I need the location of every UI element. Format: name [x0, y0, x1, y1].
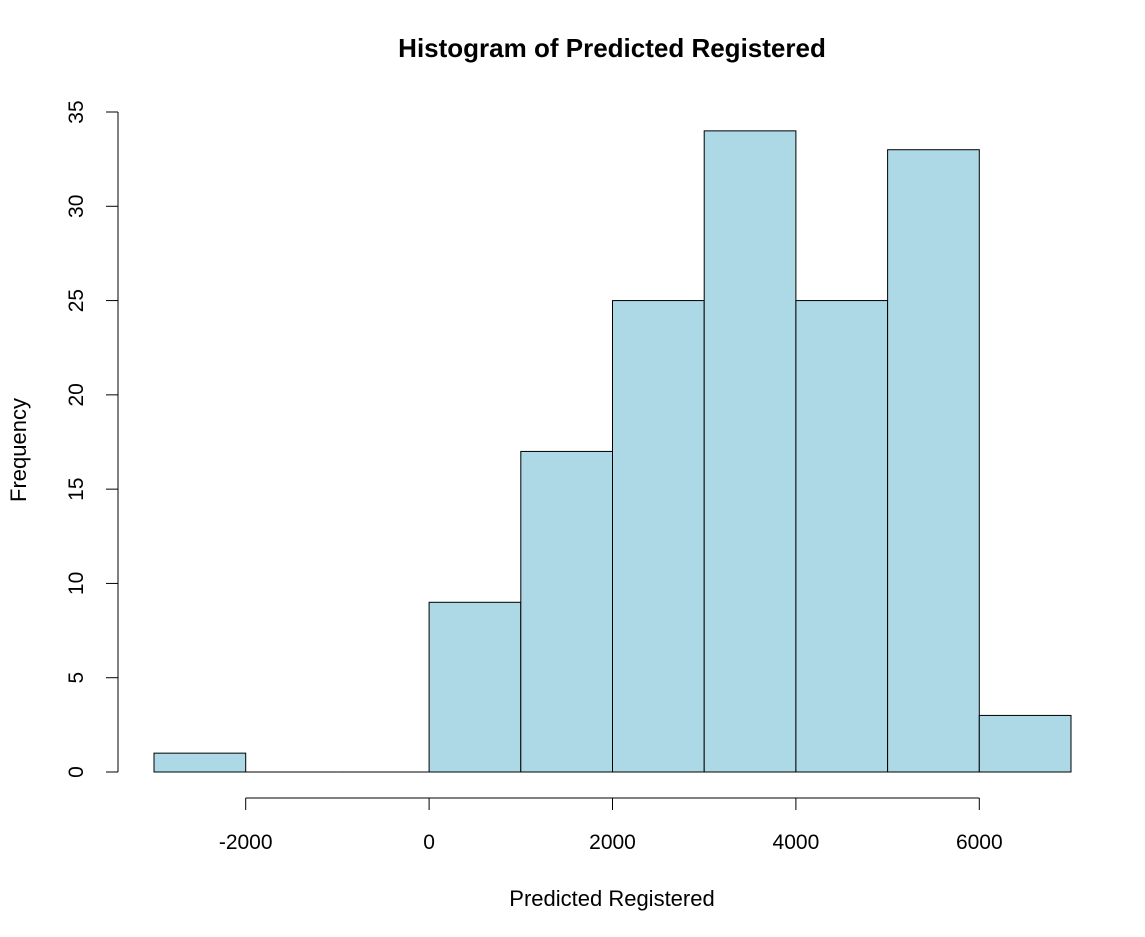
y-tick-label: 5: [65, 672, 88, 684]
histogram-bar: [887, 149, 980, 773]
x-tick-label: 0: [423, 831, 435, 854]
histogram-bar: [612, 300, 705, 773]
histogram-bar: [703, 130, 797, 773]
x-tick-label: -2000: [219, 831, 273, 854]
y-tick-label: 0: [65, 766, 88, 778]
y-tick-label: 20: [65, 383, 88, 406]
chart-title: Histogram of Predicted Registered: [398, 33, 826, 63]
y-tick-label: 10: [65, 572, 88, 595]
x-tick-label: 6000: [956, 831, 1003, 854]
x-axis-label: Predicted Registered: [509, 886, 714, 911]
histogram-bar: [520, 450, 613, 773]
y-tick-label: 30: [65, 195, 88, 218]
histogram-bars: [153, 130, 1072, 773]
histogram-bar: [978, 714, 1072, 773]
y-axis-label: Frequency: [6, 398, 31, 502]
y-tick-label: 35: [65, 100, 88, 123]
y-tick-label: 25: [65, 289, 88, 312]
histogram-bar: [795, 300, 889, 773]
histogram-bar: [428, 601, 522, 773]
x-axis: -2000 0 2000 4000 6000: [219, 797, 1003, 854]
x-tick-label: 2000: [589, 831, 636, 854]
x-tick-label: 4000: [773, 831, 820, 854]
y-tick-label: 15: [65, 477, 88, 500]
histogram-bar: [153, 752, 247, 773]
y-axis: 0 5 10 15 20 25 30 35: [65, 100, 119, 778]
